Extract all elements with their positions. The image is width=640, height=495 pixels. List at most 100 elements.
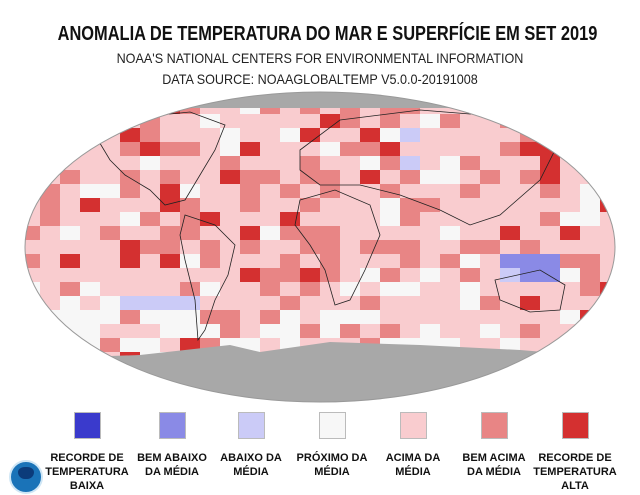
anomaly-cell <box>460 170 480 184</box>
anomaly-cell <box>480 310 500 324</box>
anomaly-cell <box>120 184 140 198</box>
anomaly-cell <box>500 338 520 352</box>
anomaly-cell <box>400 156 420 170</box>
anomaly-cell <box>500 156 520 170</box>
anomaly-cell <box>500 184 520 198</box>
anomaly-cell <box>520 254 540 268</box>
anomaly-cell <box>520 212 540 226</box>
anomaly-cell <box>360 310 380 324</box>
anomaly-cell <box>560 240 580 254</box>
anomaly-cell <box>460 184 480 198</box>
anomaly-cell <box>380 128 400 142</box>
anomaly-cell <box>560 142 580 156</box>
anomaly-cell <box>440 240 460 254</box>
anomaly-cell <box>100 212 120 226</box>
anomaly-cell <box>300 282 320 296</box>
legend-label: BEM ABAIXO DA MÉDIA <box>137 452 207 478</box>
anomaly-cell <box>280 156 300 170</box>
anomaly-cell <box>60 254 80 268</box>
anomaly-cell <box>380 254 400 268</box>
anomaly-cell <box>420 282 440 296</box>
anomaly-cell <box>120 324 140 338</box>
anomaly-cell <box>520 296 540 310</box>
anomaly-cell <box>60 338 80 352</box>
anomaly-cell <box>40 254 60 268</box>
anomaly-cell <box>220 282 240 296</box>
anomaly-cell <box>440 268 460 282</box>
anomaly-cell <box>200 198 220 212</box>
anomaly-cell <box>500 240 520 254</box>
legend-item-record-low: RECORDE DE TEMPERATURA BAIXA <box>45 412 129 493</box>
anomaly-cell <box>320 226 340 240</box>
anomaly-cell <box>360 128 380 142</box>
anomaly-cell <box>180 338 200 352</box>
anomaly-cell <box>220 142 240 156</box>
anomaly-cell <box>440 156 460 170</box>
anomaly-cell <box>240 128 260 142</box>
anomaly-cell <box>180 198 200 212</box>
anomaly-cell <box>260 338 280 352</box>
anomaly-cell <box>520 142 540 156</box>
anomaly-cell <box>220 184 240 198</box>
anomaly-cell <box>320 114 340 128</box>
anomaly-cell <box>520 310 540 324</box>
anomaly-cell <box>600 240 615 254</box>
anomaly-cell <box>420 128 440 142</box>
anomaly-cell <box>480 114 500 128</box>
anomaly-cell <box>360 268 380 282</box>
anomaly-cell <box>320 268 340 282</box>
anomaly-cell <box>360 142 380 156</box>
anomaly-cell <box>160 226 180 240</box>
anomaly-cell <box>600 184 615 198</box>
anomaly-cell <box>240 170 260 184</box>
anomaly-cell <box>25 296 40 310</box>
anomaly-cell <box>200 324 220 338</box>
anomaly-cell <box>540 142 560 156</box>
anomaly-cell <box>160 338 180 352</box>
anomaly-cell <box>140 338 160 352</box>
anomaly-cell <box>440 142 460 156</box>
anomaly-cell <box>580 296 600 310</box>
anomaly-cell <box>200 268 220 282</box>
legend-swatch <box>318 412 346 439</box>
anomaly-cell <box>140 128 160 142</box>
arctic-no-data <box>25 92 615 108</box>
anomaly-cell <box>600 296 615 310</box>
anomaly-cell <box>200 310 220 324</box>
anomaly-cell <box>560 310 580 324</box>
anomaly-cell <box>580 352 600 366</box>
anomaly-cell <box>600 310 615 324</box>
anomaly-cell <box>60 128 80 142</box>
anomaly-cell <box>380 324 400 338</box>
anomaly-cell <box>80 310 100 324</box>
anomaly-cell <box>540 324 560 338</box>
anomaly-cell <box>440 128 460 142</box>
anomaly-cell <box>500 268 520 282</box>
anomaly-cell <box>440 324 460 338</box>
anomaly-cell <box>300 184 320 198</box>
anomaly-cell <box>360 184 380 198</box>
continent-outlines <box>94 109 566 342</box>
anomaly-cell <box>240 142 260 156</box>
anomaly-cell <box>100 156 120 170</box>
anomaly-cell <box>320 324 340 338</box>
anomaly-cell <box>100 226 120 240</box>
anomaly-cell <box>580 184 600 198</box>
anomaly-cell <box>320 282 340 296</box>
anomaly-cell <box>500 128 520 142</box>
anomaly-cell <box>520 338 540 352</box>
anomaly-cell <box>80 282 100 296</box>
anomaly-cell <box>320 310 340 324</box>
anomaly-cell <box>180 282 200 296</box>
anomaly-cell <box>340 212 360 226</box>
anomaly-cell <box>420 268 440 282</box>
anomaly-cell <box>140 170 160 184</box>
anomaly-cell <box>600 170 615 184</box>
anomaly-cell <box>80 212 100 226</box>
anomaly-cell <box>460 254 480 268</box>
anomaly-cell <box>300 310 320 324</box>
anomaly-cell <box>25 338 40 352</box>
anomaly-cell <box>320 142 340 156</box>
anomaly-cell <box>520 184 540 198</box>
anomaly-cell <box>220 296 240 310</box>
